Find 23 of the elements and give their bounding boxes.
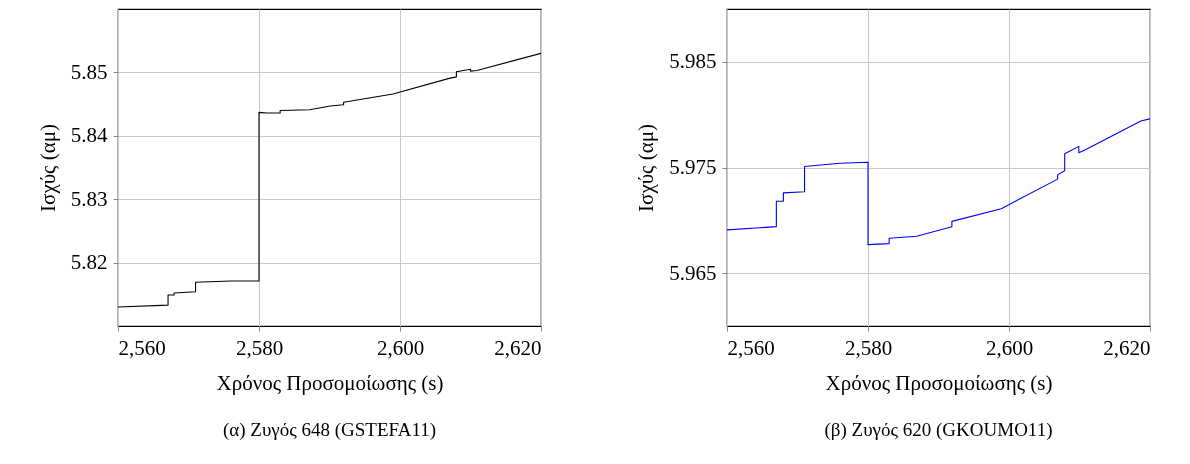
- y-tick-label: 5.965: [669, 260, 717, 285]
- x-tick-label: 2,580: [844, 335, 893, 360]
- line-series: [727, 118, 1150, 246]
- x-tick-label: 2,560: [118, 335, 166, 360]
- x-tick-label: 2,620: [494, 335, 542, 360]
- x-tick-label: 2,620: [1103, 335, 1151, 360]
- y-tick-label: 5.975: [669, 155, 717, 179]
- y-tick-label: 5.985: [669, 49, 717, 74]
- text: (α) Ζυγός 648 (GSTEFA11): [222, 419, 437, 441]
- y-tick-label: 5.85: [70, 59, 108, 84]
- y-axis-title: Ισχύς (αμ): [634, 124, 659, 212]
- y-axis-title: Ισχύς (αμ): [35, 124, 60, 212]
- y-tick-label: 5.84: [70, 123, 108, 148]
- y-tick-label: 5.82: [70, 250, 108, 275]
- y-tick-label: 5.83: [70, 186, 108, 211]
- x-axis-title: Χρόνος Προσομοίωσης (s): [825, 370, 1053, 395]
- x-tick-label: 2,600: [376, 335, 425, 360]
- x-tick-label: 2,580: [235, 335, 284, 360]
- line-series: [118, 52, 541, 308]
- x-tick-label: 2,600: [985, 335, 1034, 360]
- x-tick-label: 2,560: [727, 335, 775, 360]
- x-axis-title: Χρόνος Προσομοίωσης (s): [216, 370, 444, 395]
- text: (β) Ζυγός 620 (GKOUMO11): [824, 419, 1053, 441]
